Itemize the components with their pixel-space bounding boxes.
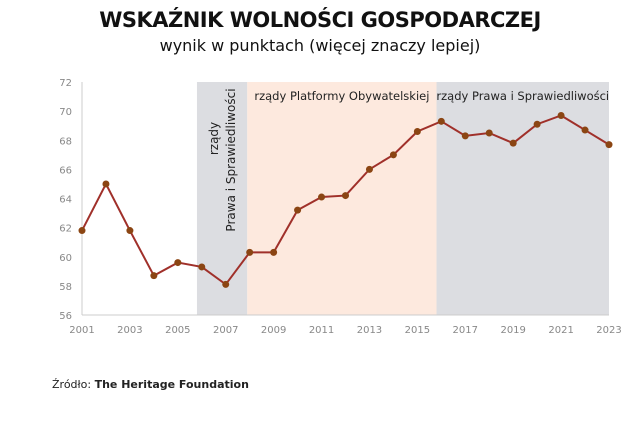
y-tick-label: 72: [59, 78, 72, 89]
y-tick-label: 66: [59, 165, 72, 176]
x-tick-label: 2017: [453, 325, 478, 336]
data-point-2006: [198, 263, 206, 271]
data-point-2003: [126, 227, 134, 235]
x-tick-label: 2015: [405, 325, 430, 336]
x-tick-label: 2005: [165, 325, 190, 336]
x-tick-label: 2007: [213, 325, 238, 336]
x-tick-label: 2021: [548, 325, 573, 336]
band-label: rządy Platformy Obywatelskiej: [254, 89, 429, 103]
x-tick-label: 2011: [309, 325, 334, 336]
band-2: [436, 82, 609, 315]
data-point-2002: [102, 180, 110, 188]
data-point-2020: [533, 120, 541, 128]
data-point-2010: [294, 206, 302, 214]
x-tick-label: 2001: [69, 325, 94, 336]
data-point-2016: [437, 117, 445, 125]
y-tick-label: 68: [59, 136, 72, 147]
data-point-2019: [509, 139, 517, 147]
chart-subtitle: wynik w punktach (więcej znaczy lepiej): [159, 36, 481, 55]
x-tick-label: 2019: [500, 325, 525, 336]
band-0: [196, 82, 248, 315]
y-tick-label: 56: [59, 311, 72, 322]
data-point-2021: [557, 111, 565, 119]
x-tick-label: 2009: [261, 325, 286, 336]
data-point-2017: [461, 132, 469, 140]
chart-title: WSKAŹNIK WOLNOŚCI GOSPODARCZEJ: [99, 8, 541, 32]
data-point-2005: [174, 259, 182, 267]
data-point-2011: [318, 193, 326, 201]
band-label-line1: rządy: [207, 122, 221, 155]
source-name: The Heritage Foundation: [94, 378, 249, 391]
data-point-2004: [150, 272, 158, 280]
data-point-2013: [365, 165, 373, 173]
data-point-2007: [222, 280, 230, 288]
data-point-2023: [605, 141, 613, 149]
data-point-2022: [581, 126, 589, 134]
y-tick-label: 60: [59, 253, 72, 264]
y-tick-label: 62: [59, 224, 72, 235]
data-point-2001: [78, 227, 86, 235]
data-point-2008: [246, 248, 254, 256]
data-point-2015: [413, 128, 421, 136]
band-label-line2: Prawa i Sprawiedliwości: [224, 88, 238, 231]
y-tick-label: 58: [59, 282, 72, 293]
data-point-2014: [389, 151, 397, 159]
y-tick-label: 64: [59, 195, 72, 206]
source-note: Źródło: The Heritage Foundation: [52, 378, 249, 391]
data-point-2012: [342, 192, 349, 200]
source-prefix: Źródło:: [52, 378, 92, 391]
band-label: rządy Prawa i Sprawiedliwości: [436, 89, 609, 103]
x-tick-label: 2023: [596, 325, 621, 336]
band-1: [247, 82, 437, 315]
data-point-2009: [270, 248, 278, 256]
y-tick-label: 70: [59, 107, 72, 118]
x-tick-label: 2013: [357, 325, 382, 336]
x-tick-label: 2003: [117, 325, 142, 336]
data-point-2018: [485, 129, 493, 137]
